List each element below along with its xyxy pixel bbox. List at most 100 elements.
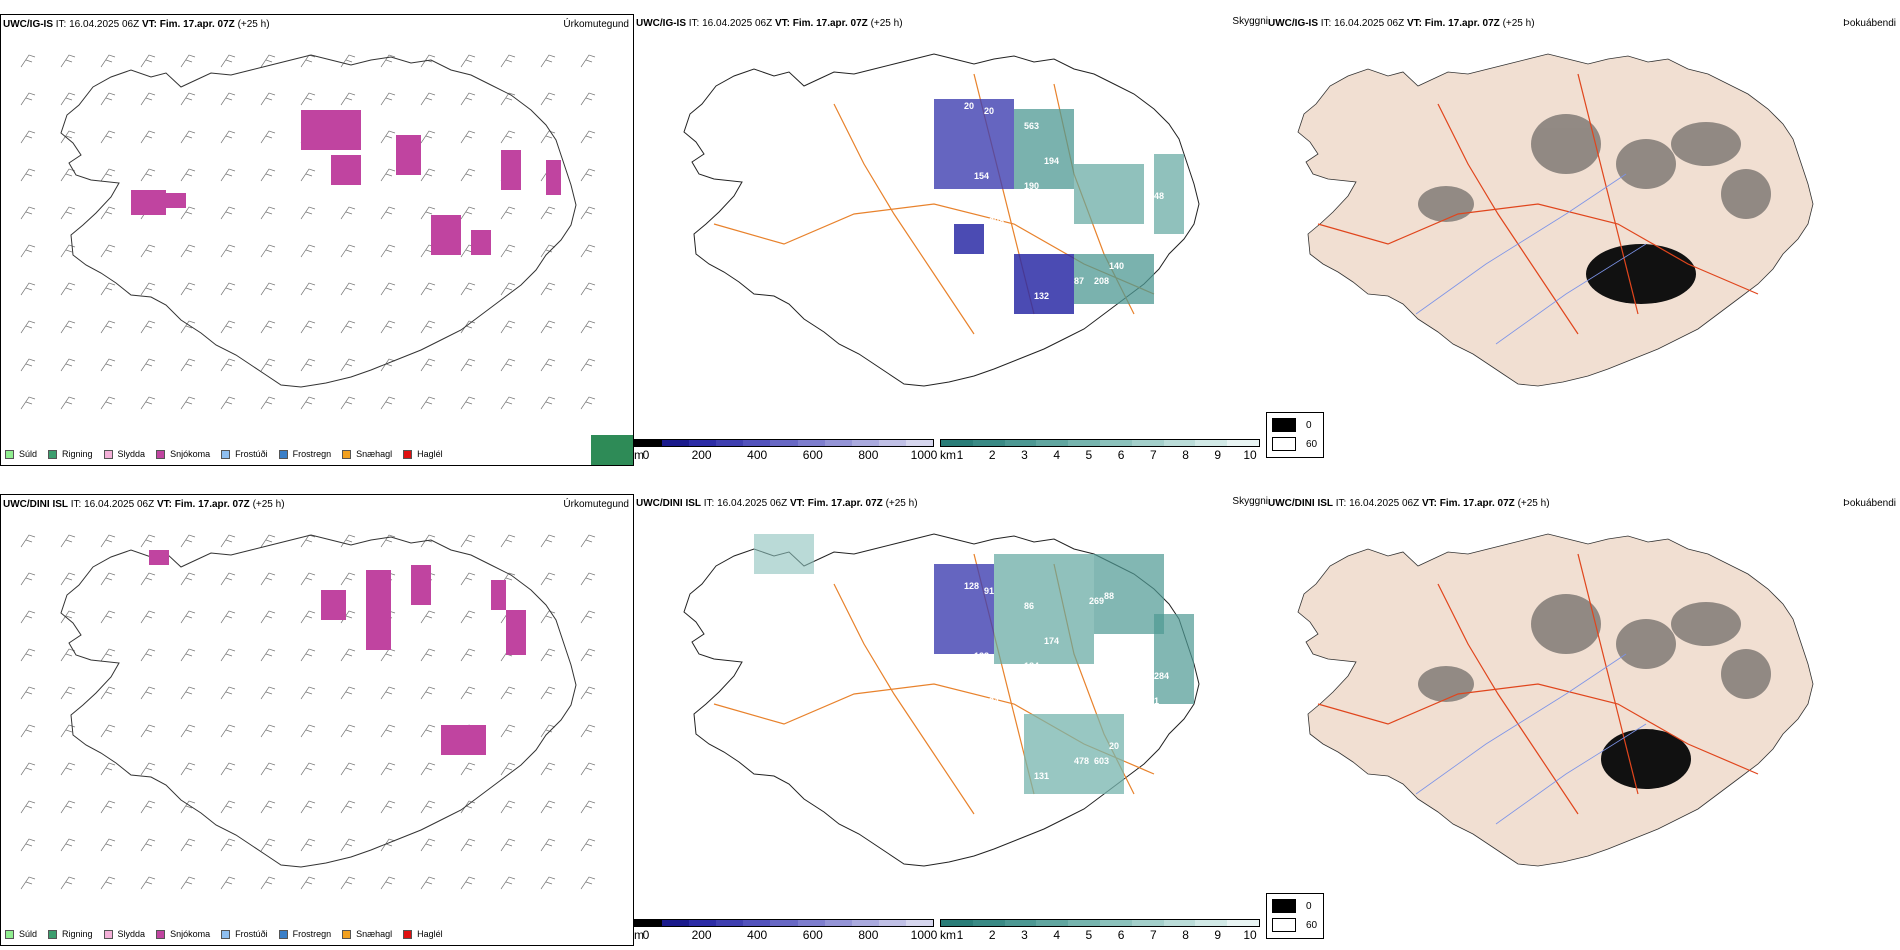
wind-barb (300, 686, 316, 700)
panel-title-fog: Þokuábendi (1843, 498, 1896, 509)
colorbar-segment (1163, 440, 1196, 446)
legend-label: Snæhagl (356, 449, 393, 459)
panel-header: UWC/IG-IS IT: 16.04.2025 06Z VT: Fim. 17… (636, 18, 903, 29)
legend-label: Snjókoma (170, 449, 211, 459)
wind-barb (380, 724, 396, 738)
wind-barb (220, 358, 236, 372)
colorbar-ticks: m 0 200 400 600 800 1000 (634, 927, 937, 942)
wind-barb (380, 92, 396, 106)
colorbar-tick: 6 (1117, 928, 1125, 942)
legend-label: Rigning (62, 929, 93, 939)
legend-item: Snæhagl (342, 449, 392, 459)
wind-barb (100, 320, 116, 334)
wind-barb (60, 244, 76, 258)
colorbar-segment (1163, 920, 1196, 926)
wind-barb (380, 358, 396, 372)
wind-barb (460, 54, 476, 68)
wind-barb (140, 358, 156, 372)
legend-item: Slydda (103, 929, 145, 939)
iceland-land (1297, 533, 1814, 867)
wind-barb (260, 168, 276, 182)
wind-barb (260, 762, 276, 776)
wind-barb (60, 206, 76, 220)
wind-barb (540, 762, 556, 776)
wind-barb (300, 92, 316, 106)
wind-barb (260, 282, 276, 296)
wind-barb (20, 724, 36, 738)
wind-barb (60, 686, 76, 700)
wind-barb (220, 130, 236, 144)
wind-barb (60, 648, 76, 662)
wind-barb (340, 358, 356, 372)
wind-barb (460, 876, 476, 890)
legend-item: Frostúði (221, 929, 268, 939)
wind-barb (340, 320, 356, 334)
legend-swatch (48, 929, 58, 939)
iceland-outline (683, 53, 1200, 387)
cloud-height-label: 194 (1044, 156, 1059, 166)
fog-map (1297, 533, 1814, 867)
fog-legend-swatch (1272, 899, 1296, 913)
colorbar-segment (824, 920, 852, 926)
wind-barb (300, 358, 316, 372)
wind-barb (300, 282, 316, 296)
colorbar-tick: 800 (858, 928, 879, 942)
panel-title-precip-type: Úrkomutegund (563, 19, 629, 30)
legend-item: Rigning (48, 929, 93, 939)
colorbar-segment (716, 440, 744, 446)
colorbar-segment (824, 440, 852, 446)
wind-barb (460, 206, 476, 220)
wind-barb (260, 800, 276, 814)
colorbar-tick: 200 (691, 928, 712, 942)
wind-barb (420, 282, 436, 296)
colorbar-tick: 2 (988, 928, 996, 942)
wind-barb (260, 130, 276, 144)
colorbar-tick: 3 (1021, 448, 1028, 462)
wind-barb (580, 396, 596, 410)
fog-legend-swatch (1272, 418, 1296, 432)
wind-barb (340, 762, 356, 776)
legend-item: Haglél (403, 929, 443, 939)
cloud-patches (754, 534, 1194, 794)
wind-barb (220, 92, 236, 106)
wind-barb (140, 320, 156, 334)
colorbar-ticks: km 1 2 3 4 5 6 7 8 9 10 (940, 447, 1260, 462)
colorbar-tick: 0 (642, 448, 650, 462)
legend-label: Frostregn (292, 449, 332, 459)
cloud-height-label: 11 (954, 266, 964, 276)
colorbar-unit: km (940, 928, 956, 942)
colorbar-segment (1227, 440, 1259, 446)
wind-barb (540, 534, 556, 548)
snow-patches (131, 110, 561, 255)
wind-barb (60, 168, 76, 182)
wind-barb (300, 396, 316, 410)
wind-barb (60, 358, 76, 372)
colorbar-tick: 200 (691, 448, 712, 462)
wind-barb (500, 686, 516, 700)
legend-label: Haglél (417, 449, 443, 459)
wind-barb (540, 282, 556, 296)
wind-barb (580, 762, 596, 776)
colorbar-tick: 5 (1085, 928, 1093, 942)
wind-barb (220, 572, 236, 586)
wind-barb (460, 648, 476, 662)
legend-label: Frostúði (235, 929, 268, 939)
cloud-height-label: 145 (979, 266, 994, 276)
iceland-land (1297, 53, 1814, 387)
wind-barb (540, 648, 556, 662)
wind-barb (60, 838, 76, 852)
snow-patches (149, 550, 526, 755)
colorbar-segment (851, 440, 879, 446)
legend-item: Slydda (103, 449, 145, 459)
wind-barb (20, 320, 36, 334)
wind-barb (100, 206, 116, 220)
cloud-height-label: 29 (1014, 786, 1024, 796)
fog-legend-item: 60 (1272, 918, 1318, 932)
wind-barb (220, 396, 236, 410)
cloud-height-label: 221 (1144, 696, 1159, 706)
colorbar-tick: 7 (1149, 928, 1157, 942)
wind-barb (500, 282, 516, 296)
wind-barb (500, 206, 516, 220)
wind-barb (380, 800, 396, 814)
wind-barb (100, 686, 116, 700)
